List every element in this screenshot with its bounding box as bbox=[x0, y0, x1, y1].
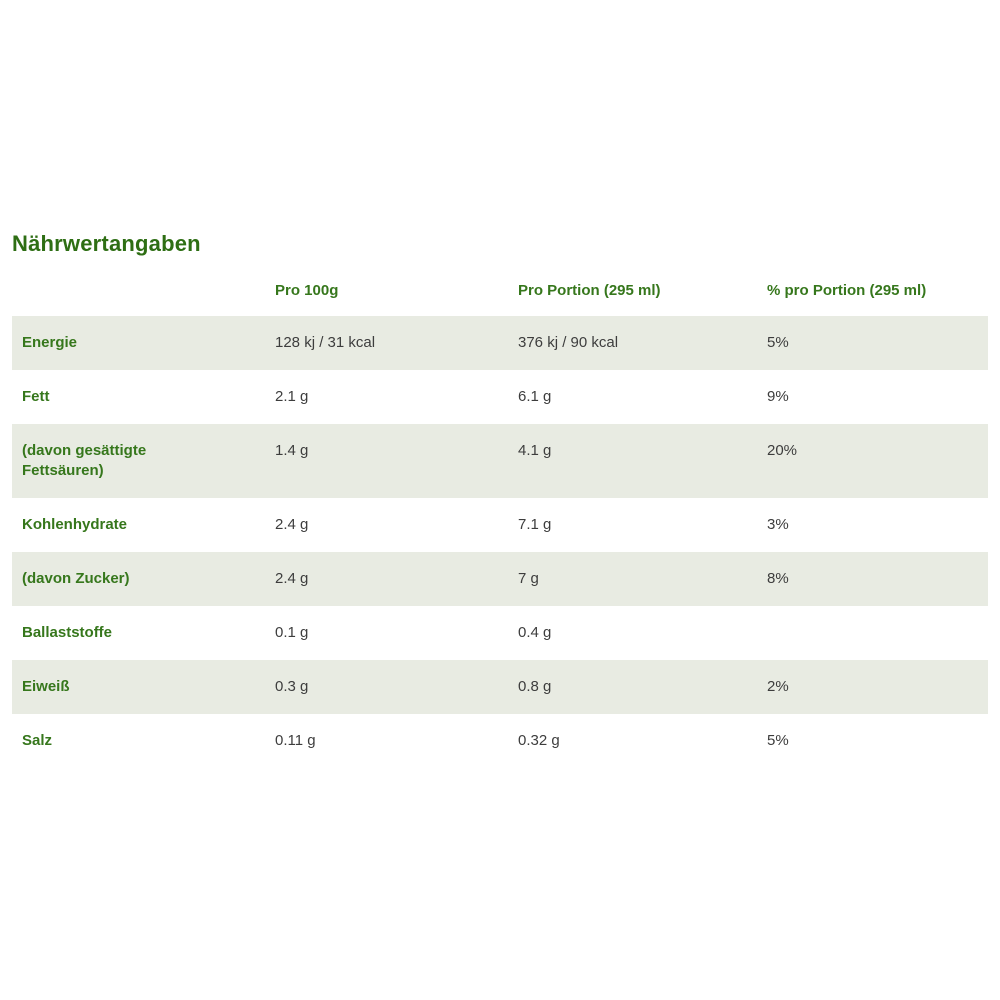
table-row-energie: Energie 128 kj / 31 kcal 376 kj / 90 kca… bbox=[12, 316, 988, 370]
row-percent-value: 8% bbox=[767, 570, 789, 587]
row-portion-value: 4.1 g bbox=[518, 442, 552, 459]
row-percent-value: 2% bbox=[767, 678, 789, 695]
header-row: Pro 100g Pro Portion (295 ml) % pro Port… bbox=[12, 281, 988, 316]
header-percent-portion: % pro Portion (295 ml) bbox=[767, 282, 927, 299]
table-row-gesaettigte-fettsaeuren: (davon gesättigte Fettsäuren) 1.4 g 4.1 … bbox=[12, 424, 988, 498]
table-row-fett: Fett 2.1 g 6.1 g 9% bbox=[12, 370, 988, 424]
table-row-zucker: (davon Zucker) 2.4 g 7 g 8% bbox=[12, 552, 988, 606]
row-per100-value: 0.3 g bbox=[275, 678, 309, 695]
row-label: Energie bbox=[22, 334, 78, 351]
row-per100-value: 2.4 g bbox=[275, 516, 309, 533]
table-row-ballaststoffe: Ballaststoffe 0.1 g 0.4 g bbox=[12, 606, 988, 660]
row-per100-value: 128 kj / 31 kcal bbox=[275, 334, 376, 351]
row-per100-value: 2.1 g bbox=[275, 388, 309, 405]
row-per100-value: 2.4 g bbox=[275, 570, 309, 587]
row-percent-value: 5% bbox=[767, 732, 789, 749]
table-row-salz: Salz 0.11 g 0.32 g 5% bbox=[12, 714, 988, 768]
row-per100-value: 0.1 g bbox=[275, 624, 309, 641]
row-portion-value: 7 g bbox=[518, 570, 539, 587]
row-percent-value: 5% bbox=[767, 334, 789, 351]
row-label: Salz bbox=[22, 732, 53, 749]
row-percent-value: 9% bbox=[767, 388, 789, 405]
row-percent-value: 3% bbox=[767, 516, 789, 533]
nutrition-table: Pro 100g Pro Portion (295 ml) % pro Port… bbox=[12, 281, 988, 768]
row-per100-value: 0.11 g bbox=[275, 732, 316, 749]
row-label: Kohlenhydrate bbox=[22, 516, 128, 533]
row-portion-value: 0.4 g bbox=[518, 624, 552, 641]
nutrition-title: Nährwertangaben bbox=[12, 231, 201, 256]
row-portion-value: 376 kj / 90 kcal bbox=[518, 334, 619, 351]
row-percent-value bbox=[757, 606, 988, 660]
row-label: (davon Zucker) bbox=[22, 570, 130, 587]
row-label: Ballaststoffe bbox=[22, 624, 113, 641]
header-empty bbox=[12, 281, 265, 316]
header-per-100g: Pro 100g bbox=[275, 282, 339, 299]
row-label: (davon gesättigte Fettsäuren) bbox=[22, 442, 147, 479]
row-percent-value: 20% bbox=[767, 442, 798, 459]
row-portion-value: 6.1 g bbox=[518, 388, 552, 405]
table-row-kohlenhydrate: Kohlenhydrate 2.4 g 7.1 g 3% bbox=[12, 498, 988, 552]
header-per-portion: Pro Portion (295 ml) bbox=[518, 282, 661, 299]
row-portion-value: 0.8 g bbox=[518, 678, 552, 695]
table-row-eiweiss: Eiweiß 0.3 g 0.8 g 2% bbox=[12, 660, 988, 714]
row-per100-value: 1.4 g bbox=[275, 442, 309, 459]
row-portion-value: 7.1 g bbox=[518, 516, 552, 533]
nutrition-section: Nährwertangaben Pro 100g Pro Portion (29… bbox=[12, 231, 988, 768]
row-portion-value: 0.32 g bbox=[518, 732, 560, 749]
row-label: Eiweiß bbox=[22, 678, 70, 695]
row-label: Fett bbox=[22, 388, 50, 405]
